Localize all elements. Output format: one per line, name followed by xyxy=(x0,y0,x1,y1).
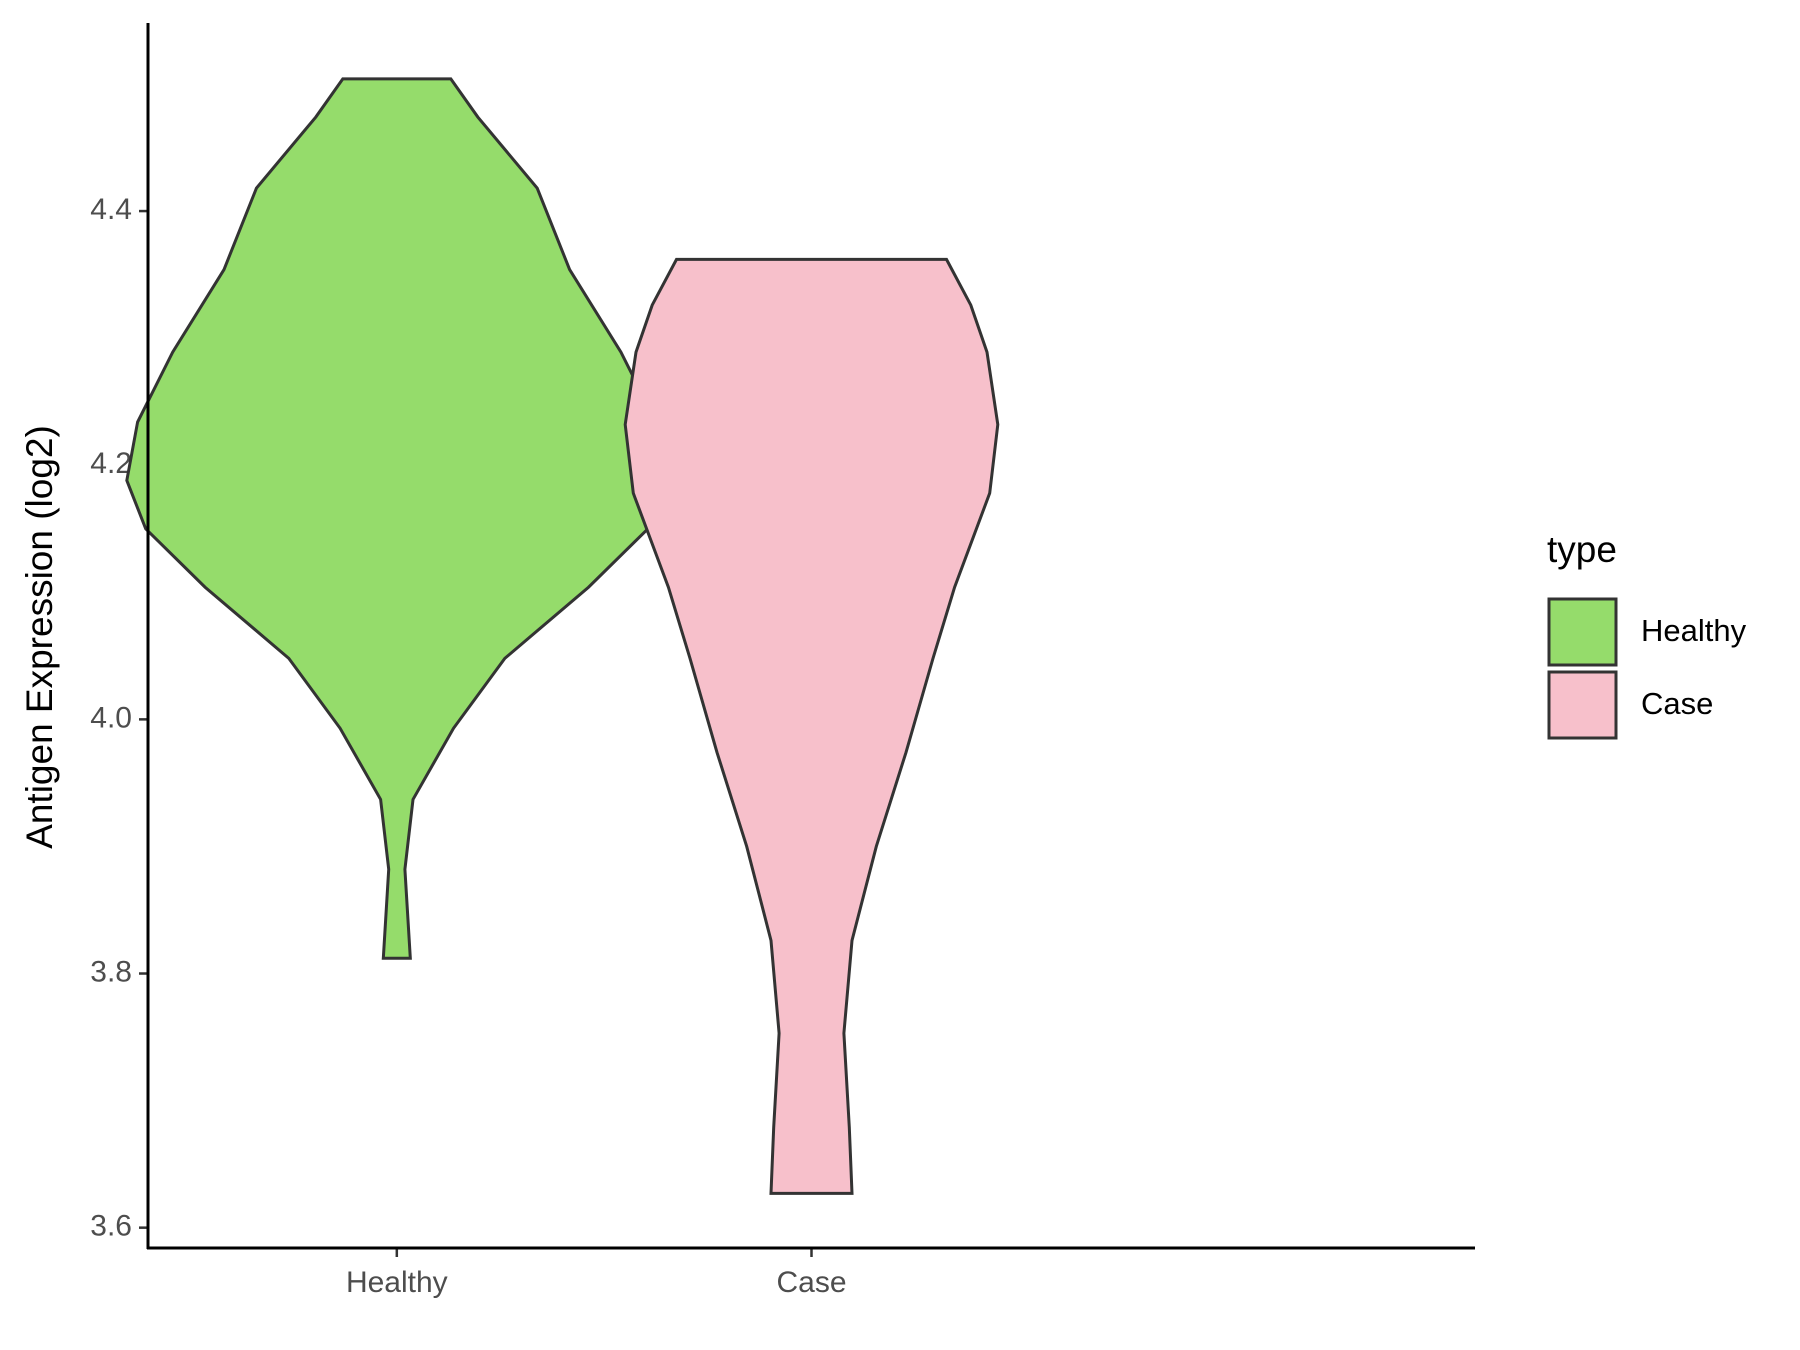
legend-key xyxy=(1547,597,1618,667)
x-tick-label: Case xyxy=(776,1266,846,1299)
y-tick-label: 4.0 xyxy=(90,701,132,734)
violin xyxy=(623,257,1000,1195)
legend-label: Case xyxy=(1641,686,1713,721)
legend-key xyxy=(1547,670,1618,740)
y-axis-title: Antigen Expression (log2) xyxy=(19,425,60,849)
legend-label: Healthy xyxy=(1641,613,1747,648)
y-tick-label: 3.6 xyxy=(90,1210,132,1243)
y-tick-label: 4.4 xyxy=(90,193,132,226)
x-tick-label: Healthy xyxy=(346,1266,448,1299)
y-tick-label: 4.2 xyxy=(90,447,132,480)
legend-title: type xyxy=(1547,529,1617,570)
violin xyxy=(125,77,669,960)
y-tick-label: 3.8 xyxy=(90,955,132,988)
